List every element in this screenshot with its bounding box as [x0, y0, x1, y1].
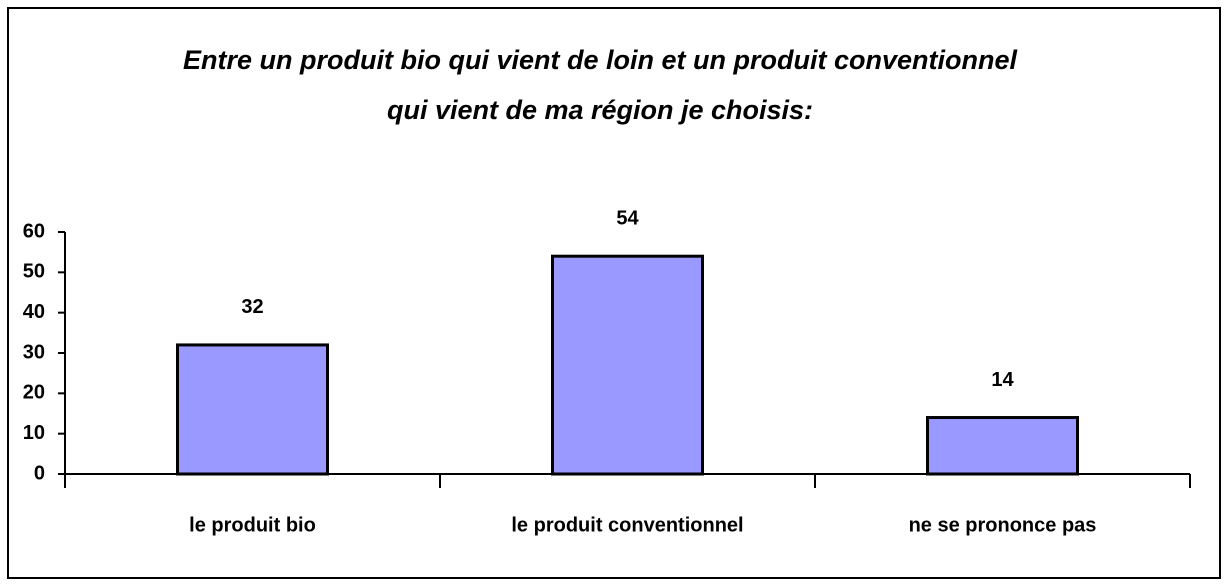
x-tick-label: ne se prononce pas — [909, 514, 1097, 536]
bar — [176, 343, 329, 476]
y-tick-label: 50 — [23, 261, 45, 283]
data-label: 32 — [241, 296, 263, 318]
chart-title: Entre un produit bio qui vient de loin e… — [183, 45, 1017, 75]
y-tick-label: 30 — [23, 341, 45, 363]
data-label: 54 — [616, 207, 639, 229]
x-tick-label: le produit conventionnel — [511, 514, 743, 536]
y-tick-label: 0 — [34, 462, 45, 484]
data-label: 14 — [991, 369, 1014, 391]
y-tick-label: 20 — [23, 382, 45, 404]
y-tick-label: 10 — [23, 422, 45, 444]
y-tick-label: 40 — [23, 301, 45, 323]
bar — [926, 416, 1079, 476]
chart-title: qui vient de ma région je choisis: — [387, 95, 813, 125]
x-tick-label: le produit bio — [189, 514, 316, 536]
bar — [551, 254, 704, 476]
y-tick-label: 60 — [23, 220, 45, 242]
